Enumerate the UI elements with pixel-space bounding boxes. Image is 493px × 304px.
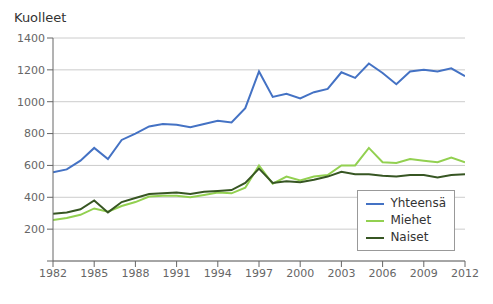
svg-text:1994: 1994 [204, 267, 232, 280]
svg-text:1988: 1988 [121, 267, 149, 280]
svg-text:1982: 1982 [39, 267, 67, 280]
svg-text:2009: 2009 [410, 267, 438, 280]
html-text:Miehet: Miehet [390, 213, 432, 227]
svg-text:2000: 2000 [286, 267, 314, 280]
svg-text:1400: 1400 [17, 32, 45, 45]
svg-text:1200: 1200 [17, 64, 45, 77]
html-text:Kuolleet: Kuolleet [14, 10, 67, 25]
svg-text:2003: 2003 [327, 267, 355, 280]
svg-text:2012: 2012 [451, 267, 479, 280]
svg-text:1985: 1985 [80, 267, 108, 280]
svg-text:2006: 2006 [369, 267, 397, 280]
svg-text:600: 600 [24, 159, 45, 172]
svg-text:800: 800 [24, 127, 45, 140]
svg-text:1991: 1991 [163, 267, 191, 280]
html-text:Naiset: Naiset [390, 230, 429, 244]
svg-text:1000: 1000 [17, 96, 45, 109]
html-text:Yhteensä: Yhteensä [390, 196, 446, 210]
svg-text:400: 400 [24, 191, 45, 204]
svg-text:200: 200 [24, 223, 45, 236]
svg-text:1997: 1997 [245, 267, 273, 280]
